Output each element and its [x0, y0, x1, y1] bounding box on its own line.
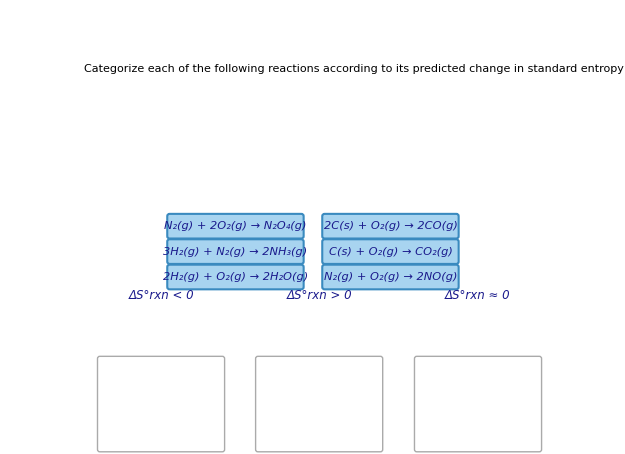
Text: 3H₂(g) + N₂(g) → 2NH₃(g): 3H₂(g) + N₂(g) → 2NH₃(g) — [163, 247, 308, 257]
Text: N₂(g) + 2O₂(g) → N₂O₄(g): N₂(g) + 2O₂(g) → N₂O₄(g) — [164, 221, 307, 231]
FancyBboxPatch shape — [168, 265, 304, 289]
FancyBboxPatch shape — [256, 356, 382, 452]
Text: 2C(s) + O₂(g) → 2CO(g): 2C(s) + O₂(g) → 2CO(g) — [324, 221, 458, 231]
Text: C(s) + O₂(g) → CO₂(g): C(s) + O₂(g) → CO₂(g) — [329, 247, 452, 257]
FancyBboxPatch shape — [322, 265, 459, 289]
Text: ΔS°rxn ≈ 0: ΔS°rxn ≈ 0 — [445, 289, 511, 302]
FancyBboxPatch shape — [98, 356, 224, 452]
Text: Categorize each of the following reactions according to its predicted change in : Categorize each of the following reactio… — [84, 64, 625, 74]
Text: ΔS°rxn < 0: ΔS°rxn < 0 — [128, 289, 194, 302]
FancyBboxPatch shape — [168, 239, 304, 264]
Text: N₂(g) + O₂(g) → 2NO(g): N₂(g) + O₂(g) → 2NO(g) — [324, 272, 458, 282]
FancyBboxPatch shape — [322, 214, 459, 238]
FancyBboxPatch shape — [414, 356, 542, 452]
Text: ΔS°rxn > 0: ΔS°rxn > 0 — [286, 289, 352, 302]
FancyBboxPatch shape — [168, 214, 304, 238]
Text: 2H₂(g) + O₂(g) → 2H₂O(g): 2H₂(g) + O₂(g) → 2H₂O(g) — [163, 272, 308, 282]
FancyBboxPatch shape — [322, 239, 459, 264]
